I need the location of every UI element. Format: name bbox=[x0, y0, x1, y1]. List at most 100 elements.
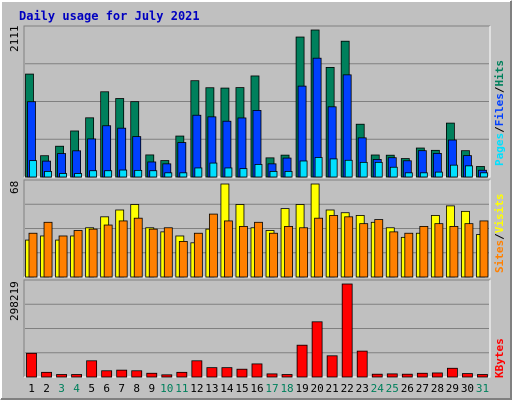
bar-pages-day-19 bbox=[299, 160, 308, 178]
bar-pages-day-30 bbox=[465, 165, 473, 178]
bar-sites-day-12 bbox=[193, 232, 203, 278]
bar-pages-day-9 bbox=[149, 170, 158, 178]
day-label: 29 bbox=[446, 382, 459, 395]
day-label: 28 bbox=[431, 382, 444, 395]
legend-sep-2: / bbox=[493, 86, 506, 93]
bar-pages-day-18 bbox=[284, 171, 293, 178]
bar-pages-day-13 bbox=[209, 162, 218, 178]
day-label: 8 bbox=[133, 382, 140, 395]
bar-files-day-15 bbox=[237, 117, 247, 178]
bar-sites-day-28 bbox=[434, 223, 444, 278]
bar-pages-day-12 bbox=[194, 167, 203, 178]
day-label: 19 bbox=[295, 382, 308, 395]
legend-sep-3: / bbox=[493, 233, 506, 240]
bar-pages-day-8 bbox=[134, 169, 143, 178]
bar-pages-day-5 bbox=[89, 170, 98, 178]
bar-sites-day-18 bbox=[284, 225, 293, 278]
bar-pages-day-25 bbox=[389, 166, 398, 178]
bar-kbytes-day-29 bbox=[447, 367, 458, 378]
bar-pages-day-14 bbox=[224, 167, 233, 178]
day-label: 13 bbox=[205, 382, 218, 395]
bar-pages-day-11 bbox=[179, 172, 188, 178]
day-label: 22 bbox=[341, 382, 354, 395]
day-label: 31 bbox=[476, 382, 489, 395]
legend-sep-1: / bbox=[493, 126, 506, 133]
bar-sites-day-11 bbox=[178, 241, 188, 278]
legend-hits: Hits bbox=[493, 60, 506, 87]
bar-kbytes-day-24 bbox=[371, 373, 383, 378]
visits-panel-max-label: 68 bbox=[8, 181, 21, 194]
bar-sites-day-20 bbox=[314, 217, 324, 278]
bar-sites-day-13 bbox=[208, 213, 218, 278]
bar-pages-day-16 bbox=[254, 164, 263, 178]
hits-panel bbox=[23, 25, 491, 178]
bar-sites-day-26 bbox=[404, 232, 414, 278]
bar-pages-day-31 bbox=[480, 172, 488, 178]
bar-sites-day-30 bbox=[464, 223, 474, 278]
day-label: 14 bbox=[220, 382, 234, 395]
bar-pages-day-2 bbox=[44, 171, 52, 178]
hits-panel-legend: Pages/Files/Hits bbox=[493, 60, 506, 166]
bar-sites-day-4 bbox=[73, 230, 83, 278]
bar-kbytes-day-13 bbox=[206, 367, 218, 378]
kbytes-panel-legend: KBytes bbox=[493, 338, 506, 378]
bar-sites-day-22 bbox=[344, 216, 354, 278]
bar-pages-day-6 bbox=[104, 170, 113, 178]
bar-kbytes-day-7 bbox=[116, 369, 128, 378]
day-label: 18 bbox=[280, 382, 293, 395]
bar-sites-day-8 bbox=[133, 217, 143, 278]
bar-kbytes-day-18 bbox=[281, 374, 293, 378]
bar-kbytes-day-17 bbox=[266, 373, 278, 378]
day-label: 21 bbox=[326, 382, 339, 395]
bar-pages-day-10 bbox=[164, 172, 173, 178]
day-label: 26 bbox=[401, 382, 414, 395]
bar-pages-day-21 bbox=[329, 158, 338, 178]
bar-kbytes-day-2 bbox=[41, 371, 52, 378]
day-label: 4 bbox=[73, 382, 80, 395]
bar-sites-day-15 bbox=[239, 225, 248, 278]
legend-kbytes: KBytes bbox=[493, 338, 506, 378]
day-label: 16 bbox=[250, 382, 263, 395]
day-label: 12 bbox=[190, 382, 203, 395]
bar-sites-day-10 bbox=[163, 227, 173, 278]
bar-sites-day-31 bbox=[479, 220, 489, 278]
bar-pages-day-1 bbox=[29, 160, 37, 178]
bar-sites-day-9 bbox=[148, 228, 158, 278]
bar-pages-day-29 bbox=[450, 164, 458, 178]
bar-kbytes-day-11 bbox=[176, 371, 188, 378]
legend-files: Files bbox=[493, 93, 506, 126]
bar-kbytes-day-10 bbox=[161, 374, 173, 378]
bar-kbytes-day-21 bbox=[326, 355, 338, 378]
bar-kbytes-day-16 bbox=[251, 363, 263, 378]
bar-pages-day-28 bbox=[434, 171, 443, 178]
kbytes-plot-border-dark bbox=[23, 279, 490, 377]
day-label: 30 bbox=[461, 382, 474, 395]
bar-kbytes-day-12 bbox=[191, 360, 203, 378]
bar-pages-day-3 bbox=[59, 173, 67, 178]
bar-kbytes-day-14 bbox=[221, 367, 233, 378]
day-label: 27 bbox=[416, 382, 429, 395]
day-label: 7 bbox=[118, 382, 125, 395]
bar-kbytes-day-5 bbox=[86, 360, 98, 378]
day-label: 23 bbox=[356, 382, 369, 395]
bar-kbytes-day-30 bbox=[462, 373, 473, 378]
legend-visits: Visits bbox=[493, 194, 506, 234]
bar-pages-day-20 bbox=[314, 157, 323, 178]
day-label: 20 bbox=[311, 382, 324, 395]
bar-sites-day-27 bbox=[419, 225, 429, 278]
bar-sites-day-2 bbox=[43, 221, 53, 278]
day-label: 24 bbox=[371, 382, 385, 395]
legend-sites: Sites bbox=[493, 240, 506, 273]
bar-sites-day-6 bbox=[103, 224, 113, 278]
bar-kbytes-day-15 bbox=[236, 368, 248, 378]
bar-kbytes-day-1 bbox=[26, 352, 37, 378]
bar-kbytes-day-28 bbox=[431, 372, 443, 378]
kbytes-panel bbox=[23, 279, 491, 378]
bar-sites-day-7 bbox=[118, 220, 128, 278]
bar-kbytes-day-8 bbox=[131, 370, 143, 378]
bar-sites-day-14 bbox=[224, 220, 233, 278]
bar-sites-day-1 bbox=[28, 232, 38, 278]
visits-plot-border-dark bbox=[23, 179, 490, 277]
